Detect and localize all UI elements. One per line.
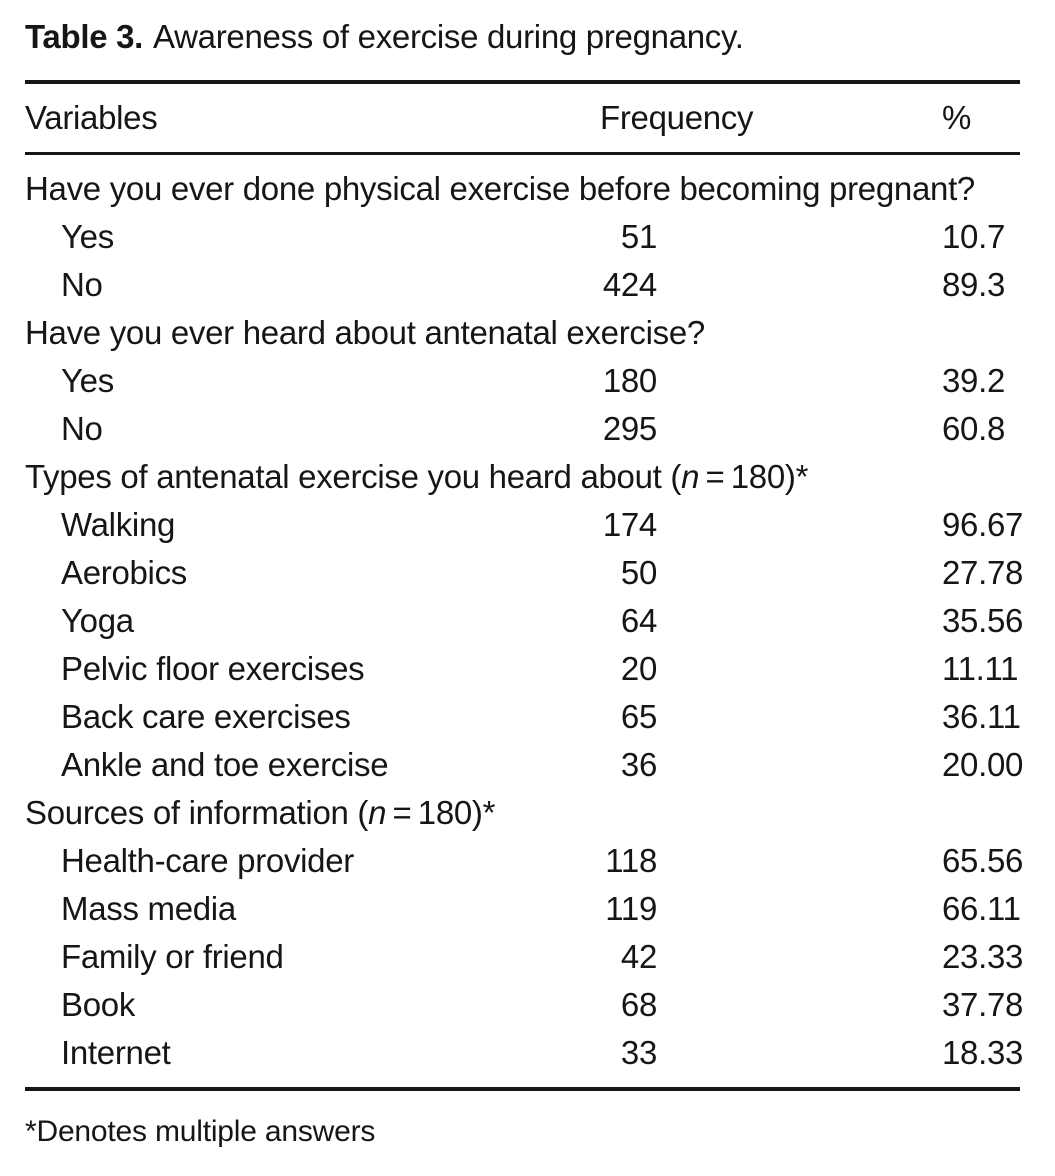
cell-frequency: 119 <box>605 890 657 927</box>
cell-variable: Mass media <box>61 890 236 927</box>
cell-variable: Yes <box>61 218 114 255</box>
cell-frequency: 50 <box>620 554 657 591</box>
cell-percent: 65.56 <box>942 842 1024 879</box>
section-header-row: Sources of information (n = 180)* <box>25 789 1020 837</box>
cell-percent: 37.78 <box>942 986 1024 1023</box>
cell-variable: Yoga <box>61 602 134 639</box>
table-row: Health-care provider 118 65.56 <box>25 837 1024 885</box>
cell-frequency: 42 <box>620 938 657 975</box>
table-row: Family or friend 42 23.33 <box>25 933 1024 981</box>
table-row: Yoga 64 35.56 <box>25 597 1024 645</box>
section-header-pre: Types of antenatal exercise you heard ab… <box>25 458 682 495</box>
cell-percent: 10.7 <box>942 218 1006 255</box>
table-title: Table 3. Awareness of exercise during pre… <box>25 14 1020 60</box>
cell-percent: 96.67 <box>942 506 1024 543</box>
cell-frequency: 118 <box>605 842 657 879</box>
cell-percent: 39.2 <box>942 362 1006 399</box>
cell-variable: Back care exercises <box>61 698 351 735</box>
table-caption: Awareness of exercise during pregnancy. <box>153 18 744 55</box>
cell-percent: 66.11 <box>942 890 1021 927</box>
cell-variable: Pelvic floor exercises <box>61 650 365 687</box>
cell-variable: Book <box>61 986 136 1023</box>
section-header-pre: Have you ever heard about antenatal exer… <box>25 314 705 351</box>
cell-percent: 20.00 <box>942 746 1024 783</box>
cell-percent: 18.33 <box>942 1034 1024 1071</box>
section-header-text: Have you ever heard about antenatal exer… <box>25 314 705 351</box>
cell-percent: 27.78 <box>942 554 1024 591</box>
cell-frequency: 20 <box>620 650 657 687</box>
table-row: Yes 180 39.2 <box>25 357 1020 405</box>
section-header-n-italic: n <box>368 794 387 831</box>
table-row: Back care exercises 65 36.11 <box>25 693 1021 741</box>
cell-frequency: 65 <box>620 698 657 735</box>
section-header-pre: Have you ever done physical exercise bef… <box>25 170 975 207</box>
table-row: Yes 51 10.7 <box>25 213 1020 261</box>
table-footnote: *Denotes multiple answers <box>25 1115 376 1148</box>
table-row: Ankle and toe exercise 36 20.00 <box>25 741 1024 789</box>
cell-frequency: 36 <box>620 746 657 783</box>
column-header-frequency: Frequency <box>600 99 754 136</box>
cell-frequency: 51 <box>620 218 657 255</box>
section-header-post: = 180)* <box>699 458 809 495</box>
table-body: Have you ever done physical exercise bef… <box>25 155 1024 1077</box>
table-row: Pelvic floor exercises 20 11.11 <box>25 645 1020 693</box>
column-header-percent: % <box>942 99 972 136</box>
cell-variable: Ankle and toe exercise <box>61 746 389 783</box>
column-header-row: Variables Frequency % <box>25 84 1020 152</box>
cell-frequency: 180 <box>602 362 657 399</box>
cell-frequency: 174 <box>602 506 657 543</box>
section-header-n-italic: n <box>681 458 700 495</box>
cell-variable: Aerobics <box>61 554 187 591</box>
cell-variable: Internet <box>61 1034 171 1071</box>
cell-variable: Family or friend <box>61 938 284 975</box>
section-header-text: Have you ever done physical exercise bef… <box>25 170 975 207</box>
cell-percent: 23.33 <box>942 938 1024 975</box>
cell-variable: Walking <box>61 506 176 543</box>
cell-percent: 11.11 <box>942 650 1019 687</box>
table-row: Mass media 119 66.11 <box>25 885 1021 933</box>
cell-percent: 35.56 <box>942 602 1024 639</box>
table-row: No 295 60.8 <box>25 405 1020 453</box>
cell-frequency: 64 <box>620 602 657 639</box>
column-header-variables: Variables <box>25 99 158 136</box>
cell-variable: No <box>61 266 103 303</box>
table-row: No 424 89.3 <box>25 261 1020 309</box>
section-header-post: = 180)* <box>386 794 496 831</box>
cell-variable: Health-care provider <box>61 842 354 879</box>
table-row: Book 68 37.78 <box>25 981 1024 1029</box>
top-rule <box>25 80 1020 84</box>
cell-frequency: 68 <box>620 986 657 1023</box>
cell-frequency: 295 <box>602 410 657 447</box>
table-row: Aerobics 50 27.78 <box>25 549 1024 597</box>
header-rule <box>25 152 1020 155</box>
cell-frequency: 424 <box>602 266 657 303</box>
section-header-text: Types of antenatal exercise you heard ab… <box>25 458 808 495</box>
cell-variable: Yes <box>61 362 114 399</box>
bottom-rule <box>25 1087 1020 1091</box>
table-number: Table 3. <box>25 18 144 55</box>
cell-variable: No <box>61 410 103 447</box>
cell-frequency: 33 <box>620 1034 657 1071</box>
section-header-pre: Sources of information ( <box>25 794 369 831</box>
cell-percent: 36.11 <box>942 698 1021 735</box>
cell-percent: 60.8 <box>942 410 1006 447</box>
section-header-row: Types of antenatal exercise you heard ab… <box>25 453 1020 501</box>
section-header-row: Have you ever done physical exercise bef… <box>25 165 1020 213</box>
table-row: Internet 33 18.33 <box>25 1029 1024 1077</box>
section-header-row: Have you ever heard about antenatal exer… <box>25 309 1020 357</box>
cell-percent: 89.3 <box>942 266 1006 303</box>
table-row: Walking 174 96.67 <box>25 501 1024 549</box>
section-header-text: Sources of information (n = 180)* <box>25 794 495 831</box>
